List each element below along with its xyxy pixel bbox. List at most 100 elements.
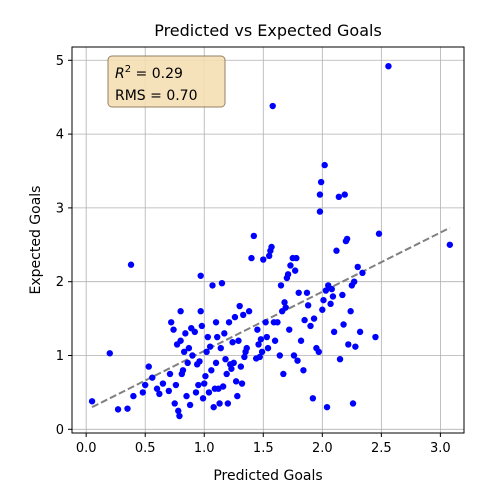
data-point <box>243 344 250 352</box>
data-point <box>263 333 271 341</box>
data-point <box>281 299 288 306</box>
data-point <box>301 316 308 324</box>
data-point <box>149 374 156 381</box>
data-point <box>284 271 292 278</box>
data-point <box>315 348 322 356</box>
data-point <box>217 344 224 352</box>
data-point <box>340 321 347 328</box>
plot-frame <box>71 46 465 434</box>
data-point <box>192 389 200 396</box>
data-point <box>171 400 178 407</box>
data-point <box>204 333 211 341</box>
x-tick-label: 0.5 <box>135 441 156 456</box>
data-point <box>341 191 348 198</box>
data-point <box>195 381 202 389</box>
data-point <box>218 279 226 287</box>
data-point <box>280 370 287 378</box>
data-point <box>170 326 177 333</box>
data-point <box>216 400 223 407</box>
data-point <box>209 282 216 289</box>
r2-value: = 0.29 <box>131 66 183 82</box>
data-point <box>343 235 351 243</box>
x-tick-label: 2.5 <box>371 441 392 456</box>
data-point <box>186 401 194 409</box>
data-point <box>309 395 317 402</box>
data-point <box>375 230 383 237</box>
data-point <box>260 256 267 263</box>
r2-symbol: R <box>115 66 125 82</box>
data-point <box>180 348 188 356</box>
data-point <box>336 355 344 363</box>
data-point <box>240 311 247 319</box>
data-point <box>345 341 352 348</box>
data-point <box>179 367 187 374</box>
data-point <box>156 390 163 398</box>
data-point <box>282 304 289 311</box>
data-point <box>176 412 183 420</box>
data-point <box>354 263 361 271</box>
x-tick-label: 3.0 <box>430 441 451 456</box>
data-point <box>167 319 175 326</box>
data-point <box>232 378 240 385</box>
data-point <box>335 193 343 201</box>
data-point <box>372 333 379 341</box>
grid-lines <box>72 47 464 433</box>
data-point <box>333 247 340 254</box>
data-point <box>257 336 265 343</box>
y-axis-ticks: 0 1 2 3 4 5 <box>56 54 72 438</box>
data-point <box>205 389 213 396</box>
data-point <box>254 326 261 333</box>
data-point <box>219 383 227 390</box>
data-point <box>316 208 324 215</box>
y-tick-label: 5 <box>56 54 64 69</box>
data-point <box>356 328 364 336</box>
data-point <box>328 285 335 293</box>
data-point <box>286 326 293 333</box>
data-point <box>199 395 207 402</box>
data-point <box>321 161 328 169</box>
data-point <box>237 363 245 370</box>
data-point <box>221 330 228 337</box>
stats-box <box>107 55 226 108</box>
x-tick-label: 1.5 <box>253 441 274 456</box>
x-tick-label: 2.0 <box>312 441 333 456</box>
data-point <box>320 296 327 304</box>
x-tick-label: 1.0 <box>194 441 215 456</box>
data-point <box>352 343 359 350</box>
r2-exponent: 2 <box>125 64 131 75</box>
data-point <box>212 359 220 367</box>
data-point <box>234 392 241 400</box>
data-point <box>290 352 298 359</box>
data-point <box>297 337 305 344</box>
data-point <box>310 315 318 322</box>
data-point <box>198 322 206 330</box>
data-point <box>268 243 275 251</box>
data-point <box>229 339 236 346</box>
data-point <box>323 403 331 411</box>
data-point <box>177 337 184 344</box>
y-tick-label: 2 <box>56 275 64 290</box>
data-point <box>339 291 346 299</box>
y-axis-label: Expected Goals <box>28 186 44 295</box>
data-point <box>202 372 209 380</box>
data-point <box>175 407 182 415</box>
data-point <box>277 282 285 289</box>
data-point <box>385 62 392 70</box>
data-point <box>184 359 191 367</box>
data-point <box>359 269 366 277</box>
data-point <box>248 254 255 262</box>
data-point <box>236 302 243 310</box>
data-point <box>330 328 338 336</box>
data-point <box>206 343 214 350</box>
data-point <box>230 359 237 367</box>
data-point <box>225 319 233 326</box>
chart-title: Predicted vs Expected Goals <box>154 21 382 40</box>
data-point <box>319 306 326 313</box>
data-point <box>214 333 221 341</box>
data-point <box>291 267 299 274</box>
data-point <box>182 330 189 337</box>
data-point <box>185 344 193 352</box>
data-point <box>264 344 272 352</box>
data-point <box>153 385 161 392</box>
data-point <box>231 313 239 321</box>
